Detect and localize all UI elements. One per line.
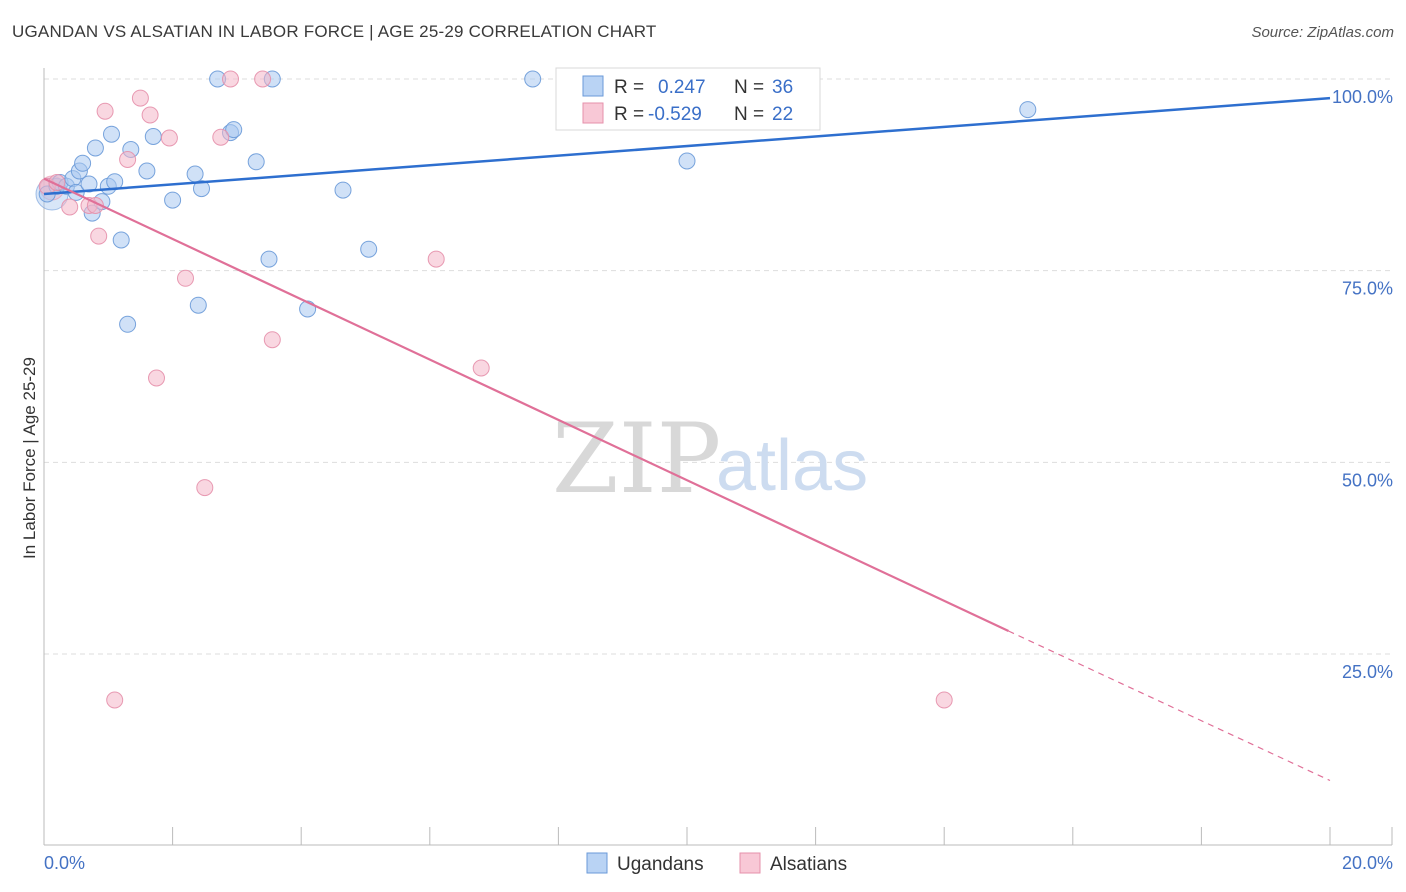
series-legend: Ugandans Alsatians [586, 852, 847, 875]
alsatian-point [196, 479, 214, 497]
bottom-legend-swatch-ugandans [586, 852, 608, 874]
ugandan-point [189, 296, 207, 314]
alsatian-point [177, 269, 194, 287]
source-credit: Source: ZipAtlas.com [1251, 24, 1394, 41]
alsatian-point [254, 70, 272, 88]
ugandan-point [334, 181, 352, 199]
watermark: ZIP atlas [552, 403, 868, 515]
ugandan-point [524, 70, 542, 88]
ugandan-point [260, 250, 278, 268]
y-tick-label: 100.0% [1332, 87, 1393, 107]
y-tick-label: 50.0% [1342, 470, 1393, 490]
ugandan-point [119, 315, 137, 333]
bottom-legend-alsatians: Alsatians [770, 854, 847, 875]
alsatian-point [427, 250, 445, 268]
bottom-legend-swatch-alsatians [739, 852, 761, 874]
alsatian-point [160, 129, 178, 147]
ugandan-point [103, 125, 120, 143]
alsatian-point [61, 198, 79, 216]
ugandan-point [164, 191, 182, 209]
alsatian-point [106, 691, 124, 709]
alsatian-trend-extension [1008, 630, 1331, 782]
ugandan-point [74, 154, 92, 172]
alsatian-point [212, 128, 230, 146]
alsatian-point [148, 369, 165, 387]
bottom-legend-ugandans: Ugandans [617, 854, 704, 875]
ugandan-point [247, 153, 265, 171]
ugandan-point [112, 231, 130, 249]
legend-r-value-2: -0.529 [648, 104, 702, 125]
ugandan-point [360, 240, 378, 258]
y-tick-label: 75.0% [1342, 279, 1393, 299]
watermark-atlas: atlas [716, 426, 868, 506]
alsatian-point [263, 331, 281, 349]
alsatian-point [472, 359, 490, 377]
alsatian-point [119, 151, 137, 168]
legend-r-label-1: R = [614, 77, 644, 98]
ugandan-point [225, 121, 243, 139]
tick-labels: 25.0% 50.0% 75.0% 100.0% 0.0% 20.0% [44, 87, 1393, 873]
ugandan-point [144, 128, 162, 145]
y-axis-title: In Labor Force | Age 25-29 [20, 357, 39, 559]
ugandan-point [138, 162, 156, 180]
alsatian-point [96, 102, 114, 120]
alsatian-point [90, 227, 108, 245]
legend-n-label-1: N = [734, 77, 764, 98]
chart-title: UGANDAN VS ALSATIAN IN LABOR FORCE | AGE… [12, 22, 657, 41]
grid-lines [44, 78, 1392, 655]
ugandan-point [186, 165, 204, 183]
alsatian-trend-line [43, 177, 1009, 632]
legend-r-value-1: 0.247 [658, 77, 706, 98]
legend-n-label-2: N = [734, 104, 764, 125]
legend-swatch-alsatians [582, 102, 604, 124]
watermark-zip: ZIP [552, 403, 721, 515]
alsatian-point [131, 89, 149, 107]
ugandan-point [678, 152, 696, 170]
ugandan-point [193, 180, 210, 198]
alsatian-point [935, 691, 953, 709]
legend-n-value-1: 36 [772, 77, 793, 98]
legend-swatch-ugandans [582, 75, 604, 97]
alsatian-point [141, 106, 159, 124]
data-points [35, 70, 1037, 709]
y-tick-label: 25.0% [1342, 662, 1393, 682]
legend-n-value-2: 22 [772, 104, 793, 125]
ugandan-point [1019, 101, 1037, 119]
legend-r-label-2: R = [614, 104, 644, 125]
ugandan-trend-line [43, 96, 1331, 196]
trend-lines [43, 96, 1331, 782]
ugandan-point [86, 139, 104, 157]
correlation-legend: R = 0.247 N = 36 R = -0.529 N = 22 [555, 67, 821, 131]
x-tick-label: 0.0% [44, 853, 85, 873]
alsatian-point [222, 70, 239, 88]
ugandan-point [80, 175, 98, 193]
x-tick-label: 20.0% [1342, 853, 1393, 873]
